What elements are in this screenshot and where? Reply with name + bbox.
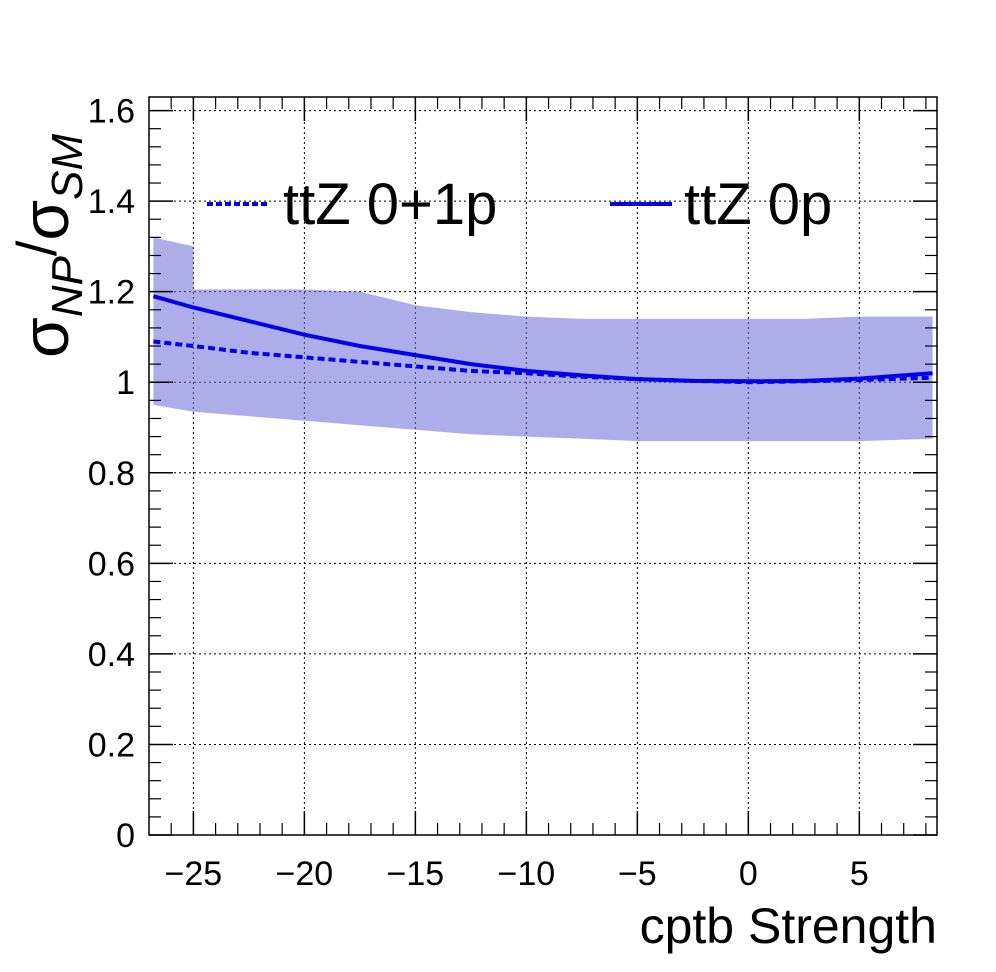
y-tick-label: 0.6 bbox=[88, 545, 135, 583]
plot-frame bbox=[148, 96, 938, 836]
x-tick-label: −10 bbox=[498, 855, 556, 893]
y-axis-title: σNP/σSM bbox=[5, 133, 92, 358]
y-axis-sub-den: SM bbox=[43, 133, 92, 199]
y-axis-symbol-num: σ bbox=[8, 317, 82, 358]
x-tick-label: −5 bbox=[618, 855, 657, 893]
x-tick-label: 0 bbox=[739, 855, 758, 893]
x-axis-title: cptb Strength bbox=[640, 898, 937, 954]
x-tick-label: −20 bbox=[276, 855, 334, 893]
legend: ttZ 0+1p ttZ 0p bbox=[207, 172, 832, 237]
y-tick-label: 1.6 bbox=[88, 93, 135, 131]
y-axis-symbol-den: σ bbox=[8, 200, 82, 241]
x-tick-label: −25 bbox=[165, 855, 223, 893]
x-tick-label: −15 bbox=[387, 855, 445, 893]
tick-labels-layer: −25 −20 −15 −10 −5 0 5 0 0.2 0.4 0.6 0.8 1 1.2 1.4 1.6 bbox=[88, 93, 869, 893]
legend-label: ttZ 0+1p bbox=[283, 172, 497, 237]
y-tick-label: 0 bbox=[116, 817, 135, 855]
y-axis-slash: / bbox=[5, 240, 68, 256]
y-axis-sub-num: NP bbox=[43, 255, 92, 317]
y-tick-label: 0.8 bbox=[88, 455, 135, 493]
ticks-layer bbox=[149, 97, 937, 836]
uncertainty-band bbox=[153, 237, 933, 442]
y-tick-label: 0.4 bbox=[88, 636, 135, 674]
y-tick-label: 1 bbox=[116, 364, 135, 402]
series-layer bbox=[152, 294, 933, 385]
series-line-ttz-0p bbox=[152, 294, 933, 384]
y-tick-label: 1.2 bbox=[88, 274, 135, 312]
y-tick-label: 0.2 bbox=[88, 726, 135, 764]
legend-label: ttZ 0p bbox=[684, 172, 832, 237]
uncertainty-band-layer bbox=[153, 237, 933, 442]
y-tick-label: 1.4 bbox=[88, 183, 135, 221]
x-tick-label: 5 bbox=[850, 855, 869, 893]
svg-text:σNP/σSM: σNP/σSM bbox=[5, 133, 92, 358]
